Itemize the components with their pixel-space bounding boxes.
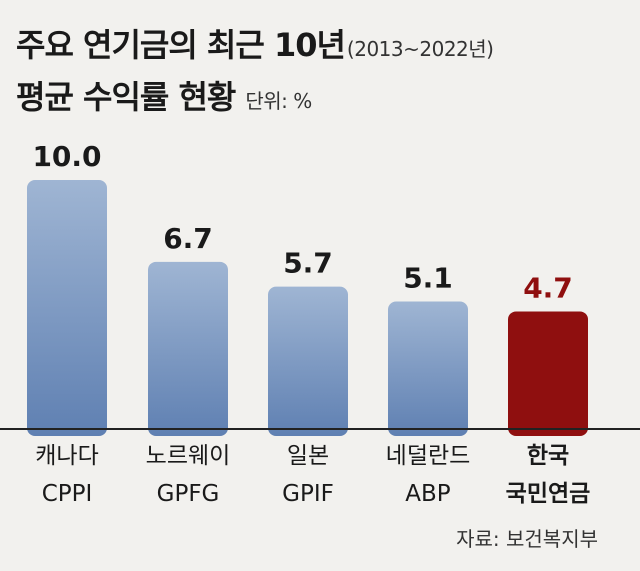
bar-value-label-2: 5.7 xyxy=(283,247,333,280)
bar-1 xyxy=(148,261,228,436)
bar-value-label-1: 6.7 xyxy=(163,222,213,255)
bar-3 xyxy=(388,301,468,436)
bar-value-label-0: 10.0 xyxy=(32,140,101,173)
category-label-0-line2: CPPI xyxy=(42,481,93,507)
category-label-0-line1: 캐나다 xyxy=(35,443,98,469)
bar-4 xyxy=(508,311,588,436)
bar-value-label-3: 5.1 xyxy=(403,262,453,295)
chart-title-line2: 평균 수익률 현황 단위: % xyxy=(16,72,312,118)
chart-title-main: 주요 연기금의 최근 10년 xyxy=(16,26,346,64)
category-label-1-line2: GPFG xyxy=(157,481,220,507)
category-label-3-line1: 네덜란드 xyxy=(386,443,471,469)
bar-value-label-4: 4.7 xyxy=(523,271,573,304)
bar-0 xyxy=(27,180,107,436)
category-label-2-line1: 일본 xyxy=(287,443,329,469)
category-label-4-line1: 한국 xyxy=(527,443,569,469)
chart-subtitle: 평균 수익률 현황 xyxy=(16,78,236,116)
chart-title-period: (2013~2022년) xyxy=(346,37,494,61)
category-label-1-line1: 노르웨이 xyxy=(146,443,231,469)
bar-2 xyxy=(268,286,348,436)
unit-label: 단위: % xyxy=(245,89,312,113)
chart-title-line1: 주요 연기금의 최근 10년 (2013~2022년) xyxy=(16,20,494,66)
category-label-3-line2: ABP xyxy=(405,481,451,507)
category-label-4-line2: 국민연금 xyxy=(506,481,591,507)
chart-baseline xyxy=(0,428,640,430)
source-note: 자료: 보건복지부 xyxy=(456,527,598,551)
category-label-2-line2: GPIF xyxy=(282,481,334,507)
